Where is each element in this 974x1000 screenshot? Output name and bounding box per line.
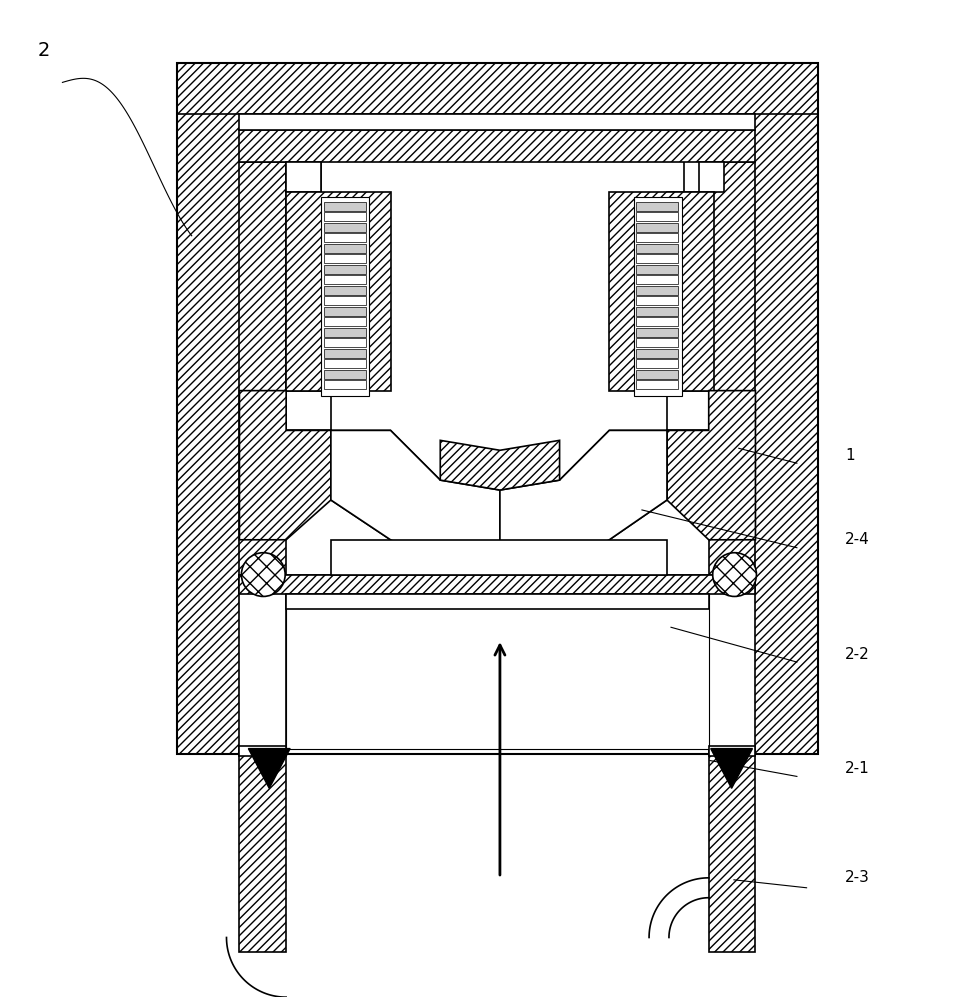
Circle shape bbox=[242, 553, 285, 596]
Text: 2-2: 2-2 bbox=[845, 647, 870, 662]
Bar bbox=[636, 286, 678, 295]
Bar bbox=[176, 63, 242, 754]
Bar bbox=[286, 594, 709, 749]
Bar bbox=[636, 265, 678, 274]
Bar bbox=[636, 380, 678, 389]
Bar bbox=[324, 307, 365, 316]
Bar bbox=[176, 63, 818, 114]
Bar bbox=[636, 275, 678, 284]
Bar bbox=[240, 114, 756, 130]
Bar bbox=[636, 317, 678, 326]
Bar bbox=[321, 197, 369, 396]
Bar bbox=[324, 254, 365, 263]
Polygon shape bbox=[248, 749, 290, 788]
Bar bbox=[610, 192, 714, 391]
Bar bbox=[709, 162, 756, 589]
Bar bbox=[709, 162, 756, 589]
Bar bbox=[240, 575, 756, 754]
Bar bbox=[324, 275, 365, 284]
Polygon shape bbox=[240, 391, 331, 540]
Bar bbox=[240, 754, 286, 952]
Bar bbox=[636, 370, 678, 379]
Bar bbox=[634, 197, 682, 396]
Bar bbox=[324, 359, 365, 368]
Bar bbox=[324, 202, 365, 211]
Text: 2-4: 2-4 bbox=[845, 532, 870, 547]
Bar bbox=[176, 63, 818, 114]
Bar bbox=[324, 338, 365, 347]
Bar bbox=[709, 754, 756, 952]
Bar bbox=[286, 192, 391, 391]
Bar bbox=[324, 244, 365, 253]
Bar bbox=[324, 317, 365, 326]
Bar bbox=[636, 202, 678, 211]
Bar bbox=[636, 244, 678, 253]
Bar bbox=[324, 223, 365, 232]
Bar bbox=[636, 338, 678, 347]
Bar bbox=[240, 746, 286, 756]
Bar bbox=[324, 212, 365, 221]
Bar bbox=[240, 162, 286, 589]
Bar bbox=[709, 754, 756, 952]
Text: 2-1: 2-1 bbox=[845, 761, 870, 776]
Polygon shape bbox=[500, 430, 667, 570]
Bar bbox=[636, 212, 678, 221]
Bar bbox=[636, 296, 678, 305]
Bar bbox=[240, 130, 756, 162]
Bar bbox=[738, 63, 818, 754]
Bar bbox=[240, 754, 286, 952]
Bar bbox=[636, 328, 678, 337]
Bar bbox=[738, 63, 818, 754]
Bar bbox=[176, 63, 818, 754]
Bar bbox=[240, 162, 286, 589]
Bar bbox=[286, 594, 709, 609]
Circle shape bbox=[713, 553, 757, 596]
Bar bbox=[324, 349, 365, 358]
Text: 2: 2 bbox=[38, 41, 50, 60]
Bar bbox=[286, 192, 391, 391]
Bar bbox=[324, 328, 365, 337]
Bar bbox=[324, 265, 365, 274]
Bar bbox=[324, 286, 365, 295]
Bar bbox=[240, 130, 756, 162]
Polygon shape bbox=[711, 749, 753, 788]
Bar bbox=[240, 575, 756, 594]
Polygon shape bbox=[667, 391, 756, 540]
Bar bbox=[636, 233, 678, 242]
Bar bbox=[636, 223, 678, 232]
Bar bbox=[698, 162, 724, 192]
Bar bbox=[636, 349, 678, 358]
Text: 1: 1 bbox=[845, 448, 855, 463]
Bar bbox=[610, 192, 714, 391]
Polygon shape bbox=[331, 430, 500, 570]
Bar bbox=[636, 359, 678, 368]
Bar bbox=[331, 540, 667, 575]
Polygon shape bbox=[331, 430, 667, 570]
Bar bbox=[286, 162, 321, 192]
Bar bbox=[636, 254, 678, 263]
Bar bbox=[324, 370, 365, 379]
Bar bbox=[636, 307, 678, 316]
Bar bbox=[709, 746, 756, 756]
Bar bbox=[324, 380, 365, 389]
Text: 2-3: 2-3 bbox=[845, 870, 870, 885]
Bar bbox=[176, 63, 242, 754]
Bar bbox=[324, 233, 365, 242]
Bar bbox=[324, 296, 365, 305]
Bar bbox=[240, 575, 756, 594]
Polygon shape bbox=[440, 440, 560, 490]
